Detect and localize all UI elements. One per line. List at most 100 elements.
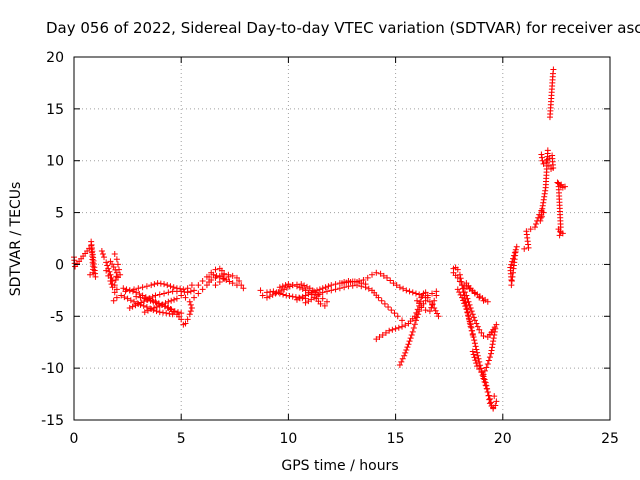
data-point — [226, 278, 233, 285]
data-point — [538, 154, 545, 161]
data-point — [280, 291, 287, 298]
data-point — [118, 292, 125, 299]
data-point — [323, 298, 330, 305]
data-point — [131, 286, 138, 293]
data-point — [332, 281, 339, 288]
data-point — [221, 270, 228, 277]
data-point — [531, 224, 538, 231]
data-point — [484, 385, 491, 392]
y-tick-label: 5 — [55, 206, 64, 222]
data-point — [478, 329, 485, 336]
data-point — [181, 288, 188, 295]
data-point — [550, 66, 557, 73]
data-point — [364, 274, 371, 281]
data-point — [457, 291, 464, 298]
data-point — [187, 308, 194, 315]
data-point — [485, 357, 492, 364]
data-point — [416, 308, 423, 315]
data-point — [415, 311, 422, 318]
data-point — [458, 278, 465, 285]
data-point — [141, 295, 148, 302]
data-point — [376, 334, 383, 341]
data-point — [473, 346, 480, 353]
data-point — [472, 343, 479, 350]
data-point — [129, 303, 136, 310]
data-point — [508, 278, 515, 285]
data-point — [302, 292, 309, 299]
data-point — [382, 329, 389, 336]
data-point — [157, 280, 164, 287]
data-point — [474, 323, 481, 330]
data-point — [289, 293, 296, 300]
data-point — [362, 284, 369, 291]
data-point — [463, 306, 470, 313]
data-point — [220, 275, 227, 282]
data-point — [490, 335, 497, 342]
data-point — [469, 348, 476, 355]
data-point — [540, 160, 547, 167]
data-point — [399, 323, 406, 330]
data-point — [474, 349, 481, 356]
data-point — [469, 327, 476, 334]
x-tick-label: 5 — [177, 431, 186, 447]
data-point — [354, 282, 361, 289]
data-point — [120, 285, 127, 292]
data-point — [434, 310, 441, 317]
data-point — [459, 294, 466, 301]
data-point — [468, 324, 475, 331]
data-point — [199, 278, 206, 285]
data-point — [388, 307, 395, 314]
data-point — [454, 286, 461, 293]
data-point — [467, 321, 474, 328]
data-point — [405, 341, 412, 348]
data-point — [484, 388, 491, 395]
data-point — [561, 183, 568, 190]
data-point — [138, 299, 145, 306]
data-point — [414, 314, 421, 321]
data-point — [98, 247, 105, 254]
data-point — [548, 166, 555, 173]
data-point — [218, 267, 225, 274]
data-point — [302, 287, 309, 294]
data-point — [137, 294, 144, 301]
data-point — [512, 246, 519, 253]
data-point — [492, 402, 499, 409]
data-point — [164, 282, 171, 289]
data-point — [378, 297, 385, 304]
data-point — [113, 286, 120, 293]
data-point — [282, 282, 289, 289]
data-point — [114, 261, 121, 268]
data-point — [186, 311, 193, 318]
data-point — [490, 405, 497, 412]
data-point — [178, 310, 185, 317]
data-point — [303, 283, 310, 290]
data-point — [476, 326, 483, 333]
data-point — [111, 289, 118, 296]
y-tick-label: -5 — [50, 309, 64, 325]
data-point — [149, 293, 156, 300]
data-point — [103, 259, 110, 266]
data-point — [293, 283, 300, 290]
data-point — [223, 276, 230, 283]
data-point — [212, 266, 219, 273]
data-point — [298, 281, 305, 288]
data-point — [399, 355, 406, 362]
data-point — [466, 318, 473, 325]
data-point — [233, 274, 240, 281]
data-point — [479, 372, 486, 379]
data-point — [404, 344, 411, 351]
data-point — [396, 284, 403, 291]
data-point — [322, 284, 329, 291]
data-point — [391, 310, 398, 317]
data-point — [489, 341, 496, 348]
data-point — [165, 298, 172, 305]
data-point — [433, 292, 440, 299]
data-point — [341, 284, 348, 291]
data-point — [283, 284, 290, 291]
data-point — [345, 283, 352, 290]
data-point — [229, 280, 236, 287]
data-point — [225, 273, 232, 280]
data-point — [141, 309, 148, 316]
data-point — [286, 293, 293, 300]
data-point — [470, 351, 477, 358]
